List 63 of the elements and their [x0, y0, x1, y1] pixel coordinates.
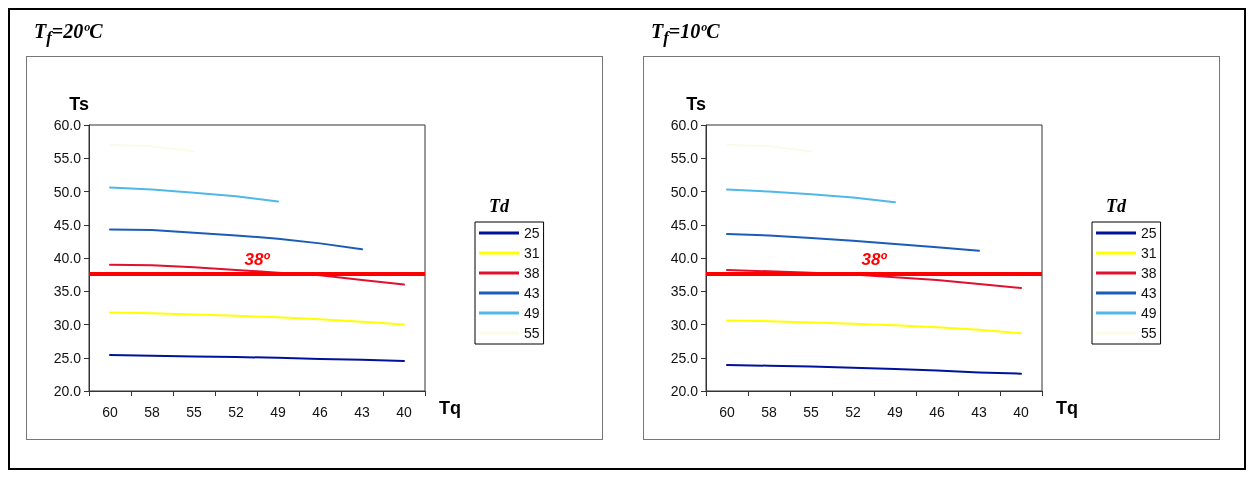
legend-label: 38 [524, 265, 540, 281]
y-tick-label: 20.0 [670, 383, 699, 399]
legend-label: 25 [1141, 225, 1157, 241]
x-tick-label: 49 [887, 404, 903, 420]
x-tick-label: 52 [845, 404, 861, 420]
line-series [726, 188, 896, 204]
y-tick-label: 50.0 [53, 183, 82, 200]
chart-title: T$_{f}$=10ºC [650, 19, 721, 49]
x-axis-title: Tq [1056, 398, 1078, 418]
y-tick-label: 40.0 [53, 250, 82, 266]
chart-title: T$_{f}$=20ºC [33, 19, 104, 49]
legend-title: Td [1106, 196, 1127, 216]
y-tick-label: 55.0 [670, 150, 699, 167]
y-tick-label: 30.0 [53, 316, 82, 333]
y-tick-label: 25.0 [670, 349, 699, 366]
x-tick-label: 43 [971, 404, 987, 420]
legend-label: 31 [1141, 245, 1157, 261]
x-tick-label: 46 [929, 404, 945, 420]
y-axis-title: Ts [686, 94, 706, 114]
x-tick-label: 40 [1013, 404, 1029, 420]
x-tick-label: 46 [312, 404, 328, 420]
legend-title: Td [489, 196, 510, 216]
legend-label: 31 [524, 245, 540, 261]
y-tick-label: 25.0 [53, 349, 82, 366]
y-axis-title: Ts [69, 94, 89, 114]
legend-label: 43 [524, 285, 540, 301]
y-tick-label: 60.0 [670, 117, 699, 133]
legend-label: 38 [1141, 265, 1157, 281]
y-tick-label: 35.0 [670, 283, 699, 300]
y-tick-label: 60.0 [53, 117, 82, 133]
x-axis-title: Tq [439, 398, 461, 418]
y-tick-label: 30.0 [670, 316, 699, 333]
y-tick-label: 50.0 [670, 183, 699, 200]
x-tick-label: 40 [396, 404, 412, 420]
legend-label: 43 [1141, 285, 1157, 301]
legend-label: 25 [524, 225, 540, 241]
x-tick-label: 60 [102, 404, 118, 420]
legend-label: 49 [1141, 305, 1157, 321]
x-tick-label: 58 [761, 404, 777, 420]
y-tick-label: 55.0 [53, 150, 82, 167]
legend-label: 49 [524, 305, 540, 321]
y-tick-label: 45.0 [53, 216, 82, 233]
y-tick-label: 40.0 [670, 250, 699, 266]
y-tick-label: 20.0 [53, 383, 82, 399]
x-tick-label: 52 [228, 404, 244, 420]
x-tick-label: 55 [803, 404, 819, 420]
line-series [726, 319, 1022, 335]
x-tick-label: 43 [354, 404, 370, 420]
ref-line-label: 38º [244, 250, 271, 270]
legend-label: 55 [1141, 325, 1157, 341]
legend-label: 55 [524, 325, 540, 341]
line-series [109, 311, 405, 326]
x-tick-label: 49 [270, 404, 286, 420]
line-series [109, 186, 279, 203]
line-series [726, 364, 1022, 375]
y-tick-label: 35.0 [53, 283, 82, 300]
y-tick-label: 45.0 [670, 216, 699, 233]
line-series [109, 228, 363, 251]
line-series [726, 233, 980, 252]
ref-line-label: 38º [861, 250, 888, 270]
x-tick-label: 58 [144, 404, 160, 420]
x-tick-label: 55 [186, 404, 202, 420]
x-tick-label: 60 [719, 404, 735, 420]
